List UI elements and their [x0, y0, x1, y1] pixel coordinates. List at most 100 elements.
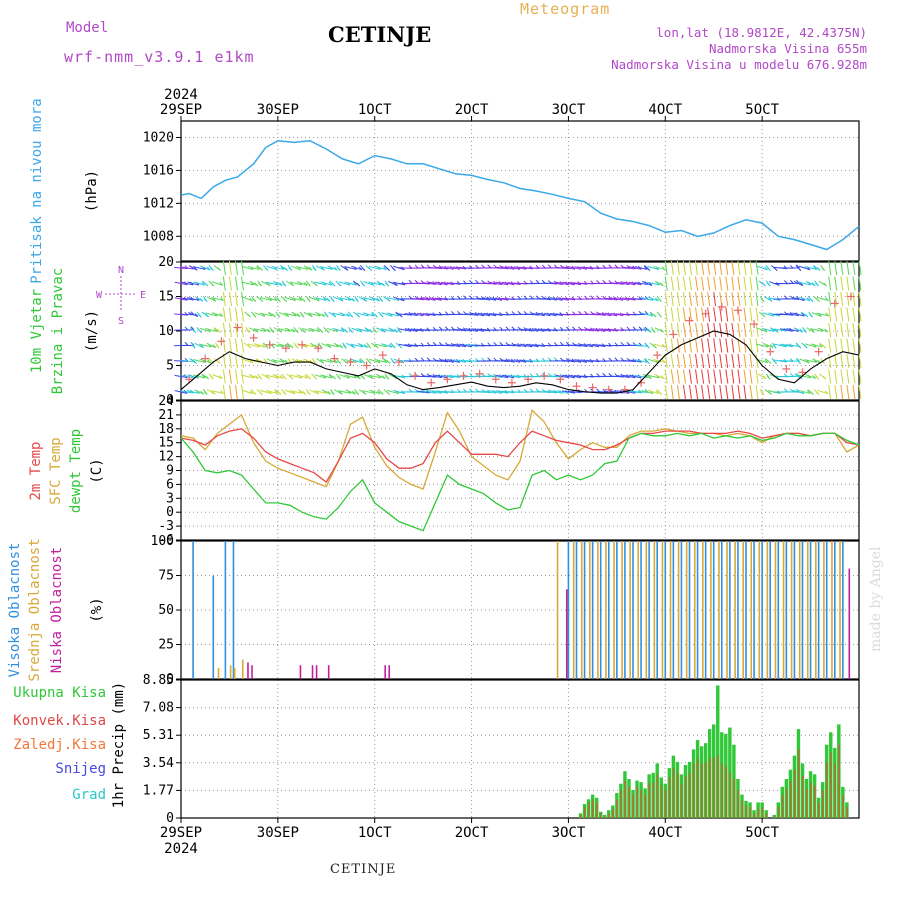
wind-barb: [725, 353, 729, 369]
wind-barb-head: [799, 282, 804, 287]
wind-barb-head: [638, 311, 643, 315]
wind-barb-head: [290, 282, 295, 287]
wind-barb: [398, 343, 412, 348]
wind-barb-head: [768, 391, 772, 395]
precip-conv-bar: [648, 783, 651, 818]
wind-barb: [525, 343, 539, 348]
cloud-bar: [565, 589, 568, 679]
wind-barb-head: [194, 313, 199, 317]
wind-barb: [834, 260, 838, 276]
precip-conv-bar: [672, 768, 675, 818]
wind-barb-head: [822, 344, 826, 349]
wind-barb: [556, 281, 569, 286]
wind-barb: [707, 322, 711, 338]
precip-conv-bar: [580, 814, 582, 818]
wind-barb: [241, 374, 254, 379]
wind-barb-head: [645, 344, 650, 349]
wind-barb: [816, 312, 829, 317]
cloud-bar: [661, 541, 664, 679]
wind-barb-head: [373, 329, 377, 334]
wind-barb: [592, 328, 605, 332]
y-tick-label: 1016: [143, 163, 174, 178]
wind-barb-head: [264, 267, 269, 271]
wind-barb: [689, 369, 692, 384]
wind-barb: [580, 359, 594, 363]
wind-barb: [586, 328, 600, 332]
wind-barb: [374, 343, 387, 348]
wind-barb: [749, 369, 753, 384]
cloud-bar: [580, 541, 583, 679]
wind-barb: [350, 343, 363, 348]
wind-barb: [193, 359, 206, 363]
wind-barb-head: [789, 279, 794, 284]
wind-barb: [676, 369, 680, 384]
precip-conv-bar: [785, 788, 788, 818]
wind-barb: [676, 384, 680, 400]
wind-barb: [713, 291, 717, 307]
wind-barb: [828, 322, 832, 338]
wind-barb: [483, 312, 497, 317]
wind-barb-head: [608, 264, 613, 269]
wind-barb-head: [193, 360, 197, 364]
footer-station: CETINJE: [330, 862, 397, 877]
cloud-label-1: Srednja Oblacnost: [27, 538, 43, 681]
cloud-bar: [648, 541, 650, 679]
wind-barb: [755, 322, 759, 338]
wind-barb-head: [204, 282, 209, 287]
wind-barb: [743, 276, 747, 291]
wind-barb: [344, 281, 357, 286]
wind-barb-head: [340, 328, 345, 332]
dewpt-temp-line: [180, 432, 860, 532]
wind-barb-head: [386, 391, 391, 395]
wind-barb-head: [210, 360, 215, 364]
wind-barb-head: [797, 344, 802, 349]
precip-conv-bar: [612, 808, 614, 818]
precip-conv-bar: [838, 744, 840, 818]
wind-barb-head: [811, 282, 816, 286]
precip-conv-bar: [616, 799, 618, 818]
wind-barb: [701, 307, 705, 322]
wind-barb: [755, 369, 759, 384]
wind-barb: [695, 338, 699, 353]
wind-barb: [241, 260, 244, 276]
wind-barb: [749, 338, 753, 353]
wind-barb: [707, 291, 711, 307]
cloud-bar: [653, 541, 656, 679]
panel-frame: [180, 679, 860, 819]
wind-barb-head: [252, 391, 257, 395]
wind-barb-head: [773, 267, 778, 271]
wind-barb-head: [383, 266, 387, 270]
wind-barb: [388, 280, 398, 287]
wind-barb: [695, 291, 699, 307]
wind-barb: [519, 328, 533, 332]
wind-barb: [453, 359, 466, 363]
wind-barb-head: [386, 267, 390, 271]
wind-barb-head: [213, 328, 218, 332]
wind-barb: [187, 281, 200, 286]
wind-barb: [725, 369, 729, 384]
wind-barb-head: [284, 267, 288, 271]
wind-barb: [314, 281, 327, 286]
wind-barb-head: [790, 295, 794, 300]
wind-barb: [689, 353, 693, 369]
precip-conv-bar: [676, 772, 679, 818]
cloud-bar: [825, 541, 828, 679]
wind-barb: [296, 281, 308, 286]
wind-barb: [762, 312, 775, 317]
temp-label-1: SFC Temp: [48, 437, 64, 504]
wind-barb: [404, 328, 418, 332]
precip-conv-bar: [846, 807, 848, 818]
wind-barb-head: [383, 359, 388, 363]
wind-barb: [211, 390, 224, 394]
wind-barb: [743, 322, 747, 338]
wind-barb: [597, 297, 612, 301]
wind-barb: [670, 369, 674, 384]
wind-barb: [254, 343, 266, 348]
wind-barb: [664, 384, 668, 400]
wind-barb: [543, 282, 558, 285]
wind-barb: [234, 307, 239, 322]
wind-barb: [241, 353, 245, 369]
wind-barb: [422, 312, 436, 317]
wind-barb-head: [328, 281, 333, 286]
wind-barb: [664, 338, 668, 353]
